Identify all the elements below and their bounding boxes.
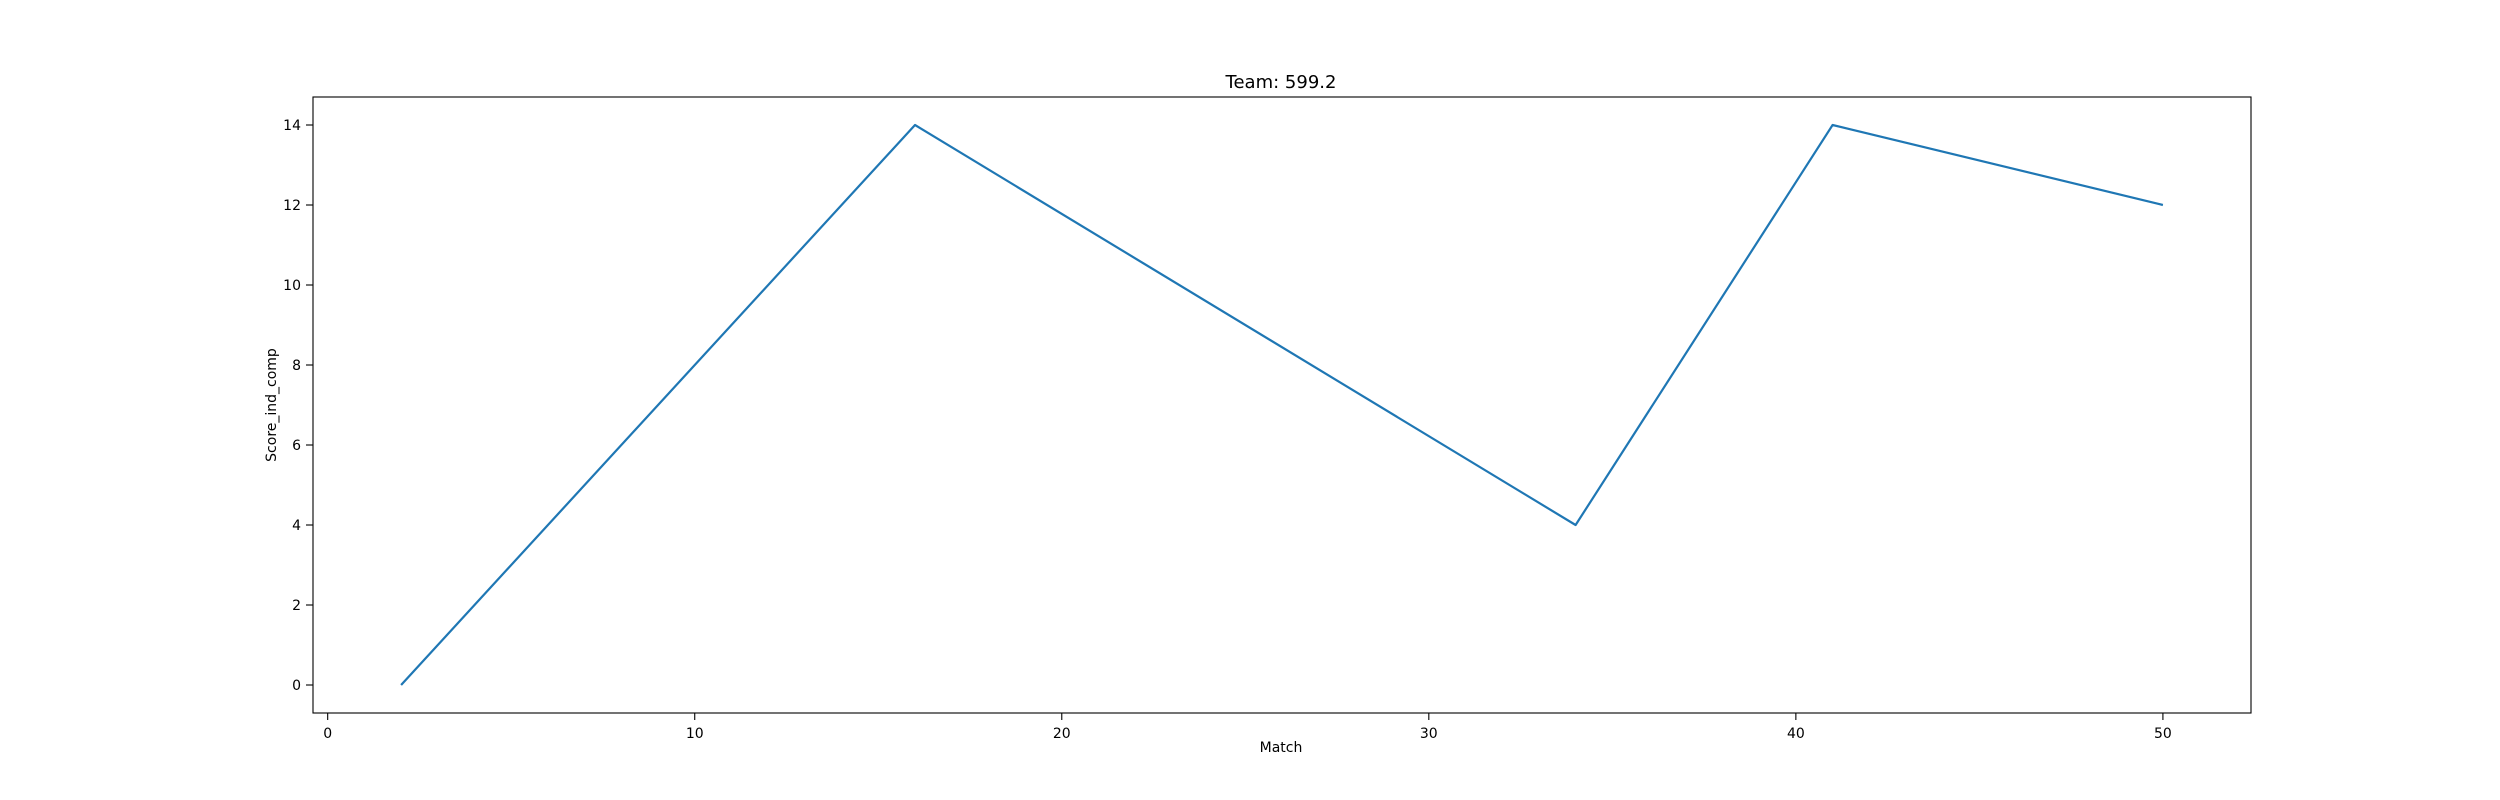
chart-title: Team: 599.2 — [1225, 72, 1337, 93]
series-line — [400, 123, 2164, 686]
x-axis: 0 10 20 30 40 50 — [323, 713, 2172, 742]
plot-area: 0 10 20 30 40 50 0 2 4 6 8 10 12 14 — [283, 96, 2252, 742]
y-axis: 0 2 4 6 8 10 12 14 — [283, 118, 313, 694]
x-tick-label: 20 — [1053, 726, 1071, 742]
y-tick-label: 4 — [292, 518, 301, 534]
x-tick-label: 10 — [686, 726, 704, 742]
y-tick-label: 12 — [283, 198, 301, 214]
series-layer — [400, 123, 2164, 686]
x-tick-label: 0 — [323, 726, 332, 742]
x-tick-label: 30 — [1420, 726, 1438, 742]
x-axis-label: Match — [1260, 740, 1303, 756]
y-tick-label: 2 — [292, 598, 301, 614]
y-axis-label: Score_ind_comp — [264, 348, 280, 462]
y-tick-label: 6 — [292, 438, 301, 454]
x-tick-label: 50 — [2154, 726, 2172, 742]
y-tick-label: 10 — [283, 278, 301, 294]
y-tick-label: 14 — [283, 118, 301, 134]
plot-frame — [312, 96, 2252, 714]
y-tick-label: 8 — [292, 358, 301, 374]
y-tick-label: 0 — [292, 678, 301, 694]
x-tick-label: 40 — [1787, 726, 1805, 742]
